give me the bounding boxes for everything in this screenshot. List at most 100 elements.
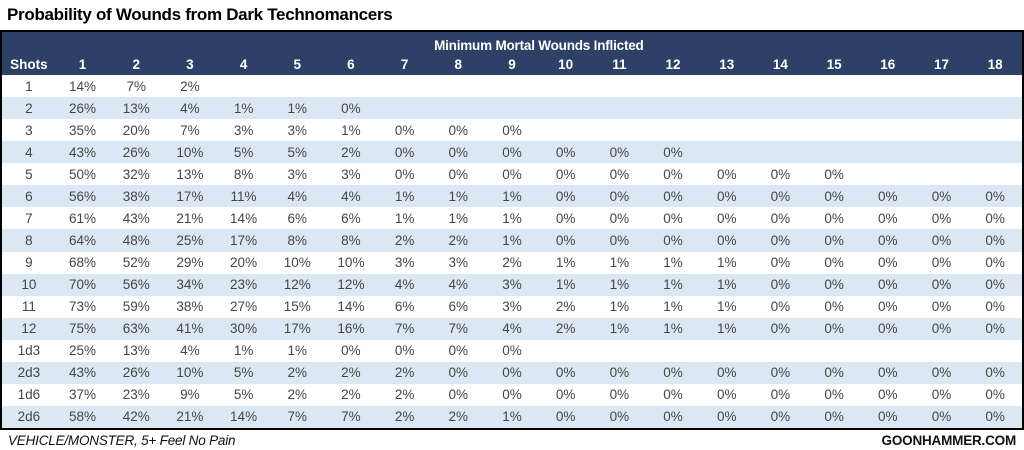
footer: VEHICLE/MONSTER, 5+ Feel No Pain GOONHAM… (0, 430, 1024, 450)
table-cell: 25% (176, 232, 204, 248)
table-cell: 4% (180, 343, 200, 359)
table-cell: 6% (448, 299, 469, 315)
table-cell: 0% (663, 387, 683, 403)
shots-column-header: Shots (10, 56, 48, 72)
table-cell: 0% (394, 343, 415, 359)
table-cell: 13% (176, 166, 204, 182)
table-cell: 0% (555, 409, 576, 425)
table-cell: 0% (663, 210, 683, 226)
table-cell: 1% (716, 255, 737, 271)
table-cell: 0% (770, 409, 791, 425)
table-cell: 0% (824, 255, 844, 271)
table-cell: 0% (663, 166, 683, 182)
table-cell: 0% (663, 144, 683, 160)
table-cell: 6% (394, 299, 415, 315)
table-row: 5 50% 32% 13% 8% 3% 3% 0% 0% 0% 0% 0% 0% 0% 0% 0% (2, 163, 1022, 186)
table-cell: 0% (824, 299, 844, 315)
table-cell: 20% (122, 122, 150, 138)
table-cell: 0% (824, 188, 844, 204)
row-label: 9 (25, 255, 33, 271)
wound-column-header: 4 (239, 56, 248, 72)
table-cell: 0% (770, 299, 791, 315)
table-cell: 1% (233, 343, 254, 359)
table-cell: 0% (985, 188, 1005, 204)
table-cell: 0% (985, 277, 1005, 293)
table-cell: 42% (122, 409, 150, 425)
table-cell: 12% (283, 277, 311, 293)
table-cell: 23% (230, 277, 258, 293)
table-row: 9 68% 52% 29% 20% 10% 10% 3% 3% 2% 1% 1% 1% 1% 0% 0% 0% 0… (2, 251, 1022, 274)
table-cell: 0% (931, 321, 952, 337)
table-cell: 2% (394, 232, 415, 248)
table-cell: 1% (502, 232, 522, 248)
table-cell: 6% (341, 210, 361, 226)
row-label: 4 (25, 144, 33, 160)
table-row: 3 35% 20% 7% 3% 3% 1% 0% 0% 0% (2, 119, 1022, 142)
table-cell: 1% (502, 210, 522, 226)
table-cell: 73% (69, 299, 97, 315)
table-cell: 0% (502, 387, 522, 403)
table-cell: 10% (176, 365, 204, 381)
table-row: 1d3 25% 13% 4% 1% 1% 0% 0% 0% 0% (2, 339, 1022, 362)
table-cell: 29% (176, 255, 204, 271)
table-cell: 7% (126, 78, 146, 94)
table-cell: 17% (176, 188, 204, 204)
table-cell: 0% (716, 188, 737, 204)
table-cell: 13% (122, 343, 150, 359)
group-header-label: Minimum Mortal Wounds Inflicted (434, 38, 644, 53)
table-cell: 0% (878, 277, 898, 293)
table-cell: 4% (341, 188, 361, 204)
table-cell: 0% (824, 365, 844, 381)
table-cell: 1% (341, 122, 361, 138)
table-cell: 1% (663, 255, 683, 271)
table-cell: 7% (448, 321, 469, 337)
table-cell: 0% (770, 387, 791, 403)
table-cell: 8% (287, 232, 307, 248)
table-cell: 0% (770, 188, 791, 204)
table-cell: 0% (931, 255, 952, 271)
table-cell: 2% (448, 232, 469, 248)
table-cell: 0% (878, 255, 898, 271)
table-cell: 2% (287, 365, 307, 381)
table-cell: 0% (985, 299, 1005, 315)
table-cell: 56% (122, 277, 150, 293)
table-cell: 14% (230, 409, 258, 425)
table-cell: 26% (69, 100, 97, 116)
wound-column-header: 10 (558, 56, 574, 72)
table-row: 10 70% 56% 34% 23% 12% 12% 4% 4% 3% 1% 1% 1% 1% 0% 0% 0%… (2, 273, 1022, 296)
table-cell: 1% (502, 409, 522, 425)
table-cell: 64% (69, 232, 97, 248)
table-cell: 0% (931, 387, 952, 403)
table-cell: 2% (287, 387, 307, 403)
table-cell: 0% (770, 166, 791, 182)
table-cell: 1% (555, 255, 576, 271)
table-cell: 0% (394, 122, 415, 138)
table-cell: 0% (502, 166, 522, 182)
table-cell: 37% (69, 387, 97, 403)
row-label: 2d6 (17, 409, 41, 425)
table-cell: 10% (283, 255, 311, 271)
table-cell: 0% (770, 210, 791, 226)
table-cell: 56% (69, 188, 97, 204)
table-cell: 0% (878, 321, 898, 337)
table-cell: 34% (176, 277, 204, 293)
table-cell: 27% (230, 299, 258, 315)
table-cell: 4% (448, 277, 469, 293)
wound-column-header: 17 (933, 56, 949, 72)
table-cell: 11% (230, 188, 257, 204)
table-cell: 0% (878, 188, 898, 204)
row-label: 10 (21, 277, 37, 293)
table-cell: 0% (716, 409, 737, 425)
table-cell: 0% (716, 232, 737, 248)
table-row: 2d6 58% 42% 21% 14% 7% 7% 2% 2% 1% 0% 0% 0% 0% 0% 0% 0% 0… (2, 405, 1022, 428)
wound-column-header: 15 (826, 56, 842, 72)
table-cell: 0% (394, 144, 415, 160)
table-row: 6 56% 38% 17% 11% 4% 4% 1% 1% 1% 0% 0% 0% 0% 0% 0% 0% 0% 0… (2, 185, 1022, 208)
footer-brand: GOONHAMMER.COM (881, 432, 1017, 448)
table-cell: 0% (878, 299, 898, 315)
table-cell: 0% (931, 232, 952, 248)
table-cell: 0% (609, 365, 630, 381)
table-cell: 0% (448, 365, 469, 381)
table-cell: 0% (878, 232, 898, 248)
table-cell: 3% (502, 277, 522, 293)
